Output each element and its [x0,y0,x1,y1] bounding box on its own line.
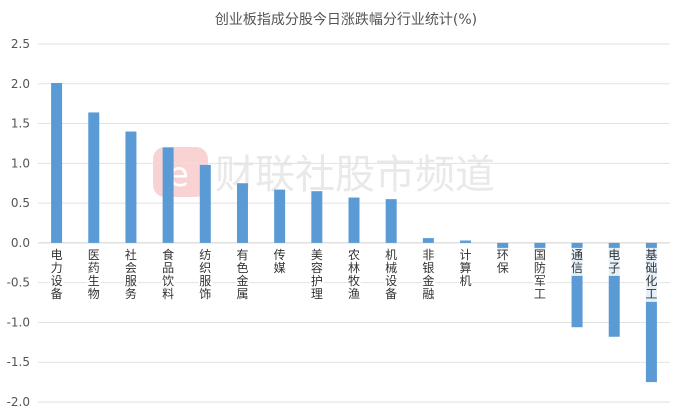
category-label-bg [198,247,213,302]
category-label-bg [607,247,622,276]
bar-2 [88,112,100,243]
category-label: 环保 [497,248,509,275]
bar-5 [199,164,211,243]
bar-10 [385,199,397,243]
category-label: 医药生物 [88,248,100,301]
category-label: 基础化工 [645,248,657,301]
category-label-bg [235,247,250,302]
bar-4 [162,147,174,243]
category-label: 电力设备 [51,248,63,301]
y-tick-label: 2.0 [11,77,30,91]
y-axis-ticks: 2.5 2.0 1.5 1.0 0.5 0.0 -0.5 -1.0 -1.5 -2.0 [7,37,30,409]
y-tick-label: -1.5 [7,355,30,369]
chart-title: 创业板指成分股今日涨跌幅分行业统计(%) [215,12,477,28]
y-tick-label: 0.5 [11,196,30,210]
bar-7 [274,189,286,243]
category-label-bg [570,247,585,276]
watermark-text: 财联社股市频道 [215,152,495,198]
bar-1 [51,82,63,243]
category-label-bg [123,247,138,302]
category-label: 非银金融 [422,248,434,301]
category-label: 社会服务 [125,247,137,301]
y-tick-label: 2.5 [11,37,30,51]
bar-14 [534,242,546,251]
category-label-bg [272,247,287,276]
category-label-bg [421,247,436,302]
category-label: 电子 [608,248,620,275]
category-label-bg [161,247,176,302]
category-label-bg [309,247,324,302]
category-label: 通信 [571,248,583,275]
category-label-bg [49,247,64,302]
bar-11 [422,238,434,243]
y-tick-label: -2.0 [7,395,30,409]
bar-13 [497,242,509,251]
y-tick-label: 0.0 [11,236,30,250]
bar-15 [571,242,583,328]
y-tick-label: -0.5 [7,276,30,290]
category-label: 农林牧渔 [348,248,360,301]
bar-3 [125,131,137,243]
category-labels: 电力设备 医药生物 社会服务 食品饮料 纺织服饰 有色金属 传媒 美容护理 农林牧渔 机械设备 非银… [49,247,659,302]
category-label: 有色金属 [236,248,248,301]
category-label-bg [458,247,473,289]
category-label: 食品饮料 [162,247,174,301]
bar-8 [311,191,323,243]
category-label: 传媒 [274,247,286,275]
category-label-bg [347,247,361,302]
bar-17 [645,242,657,383]
category-label-bg [495,247,510,276]
category-label: 国防军工 [534,248,546,301]
category-label-bg [384,247,399,302]
y-tick-label: 1.0 [11,156,30,170]
category-label: 计算机 [460,248,472,288]
bar-12 [460,240,472,243]
y-tick-label: -1.0 [7,315,30,329]
bar-16 [608,242,620,337]
bar-9 [348,197,360,243]
category-label-bg [532,247,547,302]
bars [51,82,657,383]
y-tick-label: 1.5 [11,117,30,131]
category-label-bg [86,247,101,302]
category-label: 机械设备 [385,248,397,301]
bar-6 [236,183,248,243]
category-label: 美容护理 [311,248,323,301]
category-label: 纺织服饰 [199,248,211,301]
category-label-bg [644,247,659,302]
